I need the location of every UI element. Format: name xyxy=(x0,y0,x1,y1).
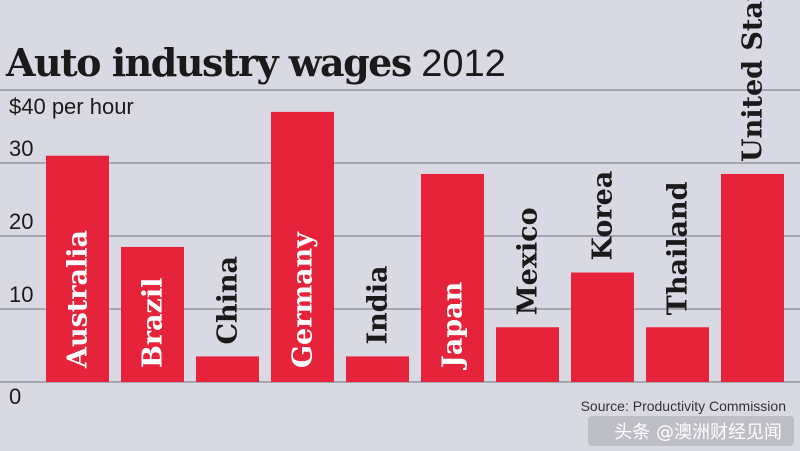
chart-title: Auto industry wages 2012 xyxy=(5,40,506,85)
bar-label: United States xyxy=(738,0,769,162)
bar-label: India xyxy=(363,266,394,345)
source-note: Source: Productivity Commission xyxy=(581,398,786,414)
bar-label: Korea xyxy=(588,171,619,261)
bar xyxy=(271,111,334,383)
bar-label: Thailand xyxy=(663,181,694,315)
y-tick-label: 10 xyxy=(9,282,33,307)
bar xyxy=(571,272,634,382)
y-tick-label: 20 xyxy=(9,209,33,234)
chart-title-main: Auto industry wages xyxy=(5,40,411,85)
bar xyxy=(646,327,709,382)
bar-label: Brazil xyxy=(138,278,169,368)
bar-label: Mexico xyxy=(513,207,544,315)
bar-label: Germany xyxy=(288,231,319,368)
bar-label: Australia xyxy=(63,230,94,369)
y-axis-ticks: 0 10 20 30 $40 per hour xyxy=(9,94,134,409)
bar xyxy=(721,173,784,382)
y-tick-label: 0 xyxy=(9,384,21,409)
bar xyxy=(196,356,259,382)
bar-label: China xyxy=(213,256,244,345)
watermark: 头条 @澳洲财经见闻 xyxy=(614,422,782,443)
y-tick-label: $40 per hour xyxy=(9,94,134,119)
bar xyxy=(121,246,184,382)
watermark-backdrop xyxy=(588,416,794,446)
bar xyxy=(421,173,484,382)
bar xyxy=(46,155,109,382)
bar xyxy=(346,356,409,382)
bar xyxy=(496,327,559,382)
y-tick-label: 30 xyxy=(9,136,33,161)
bars: Australia Brazil China Germany India Japan Mex… xyxy=(46,0,784,383)
bar-label: Japan xyxy=(438,281,469,370)
chart-title-year: 2012 xyxy=(421,43,506,85)
